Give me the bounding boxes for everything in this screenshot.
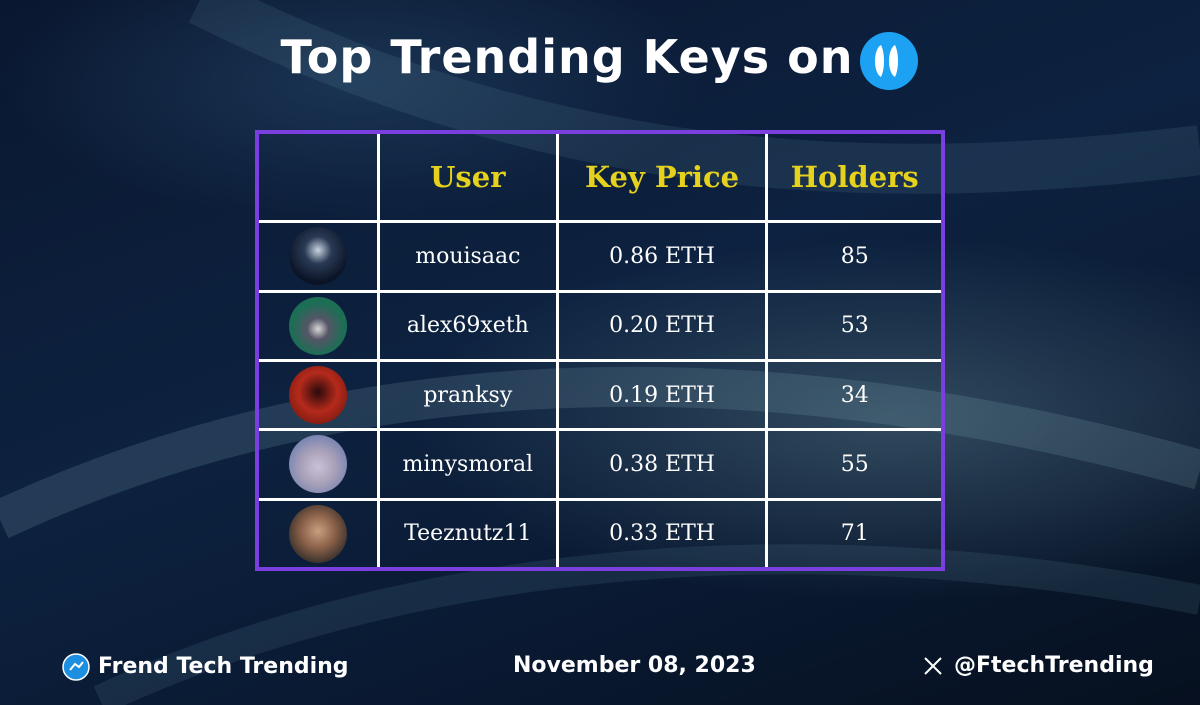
- brand-icon: [62, 653, 90, 681]
- avatar: [289, 227, 347, 286]
- avatar: [289, 366, 347, 425]
- holders-cell: 34: [765, 358, 943, 432]
- table-row: pranksy 0.19 ETH 34: [257, 358, 943, 432]
- header-cell: Key Price: [555, 132, 769, 224]
- title-text: Top Trending Keys on: [280, 30, 854, 84]
- holders-cell: 85: [765, 220, 943, 293]
- date: November 08, 2023: [513, 653, 756, 678]
- header-cell: [257, 132, 380, 224]
- price-cell: 0.20 ETH: [555, 289, 769, 362]
- user-cell: pranksy: [377, 358, 559, 432]
- trending-table: User Key Price Holders mouisaac 0.86 ETH 8…: [255, 130, 945, 571]
- user-cell: minysmoral: [377, 428, 559, 501]
- avatar: [289, 504, 347, 563]
- user-cell: alex69xeth: [377, 289, 559, 362]
- table-row: minysmoral 0.38 ETH 55: [257, 428, 943, 501]
- header-cell: User: [377, 132, 559, 224]
- table-row: Teeznutz11 0.33 ETH 71: [257, 497, 943, 569]
- holders-cell: 71: [765, 497, 943, 569]
- price-cell: 0.86 ETH: [555, 220, 769, 293]
- table-row: alex69xeth 0.20 ETH 53: [257, 289, 943, 362]
- handle-text: @FtechTrending: [954, 653, 1154, 678]
- avatar-cell: [257, 358, 380, 432]
- x-icon: [924, 657, 942, 675]
- price-cell: 0.38 ETH: [555, 428, 769, 501]
- avatar: [289, 435, 347, 494]
- brand-text: Frend Tech Trending: [98, 654, 349, 679]
- user-cell: mouisaac: [377, 220, 559, 293]
- avatar: [289, 296, 347, 355]
- handle: @FtechTrending: [922, 653, 1154, 678]
- avatar-cell: [257, 289, 380, 362]
- price-cell: 0.33 ETH: [555, 497, 769, 569]
- user-cell: Teeznutz11: [377, 497, 559, 569]
- header-row: User Key Price Holders: [257, 132, 943, 224]
- avatar-cell: [257, 428, 380, 501]
- header-cell: Holders: [765, 132, 943, 224]
- price-cell: 0.19 ETH: [555, 358, 769, 432]
- title: Top Trending Keys on: [0, 30, 1200, 91]
- avatar-cell: [257, 497, 380, 569]
- logo: [860, 31, 919, 90]
- brand: Frend Tech Trending: [62, 653, 349, 681]
- avatar-cell: [257, 220, 380, 293]
- holders-cell: 53: [765, 289, 943, 362]
- table-row: mouisaac 0.86 ETH 85: [257, 220, 943, 293]
- holders-cell: 55: [765, 428, 943, 501]
